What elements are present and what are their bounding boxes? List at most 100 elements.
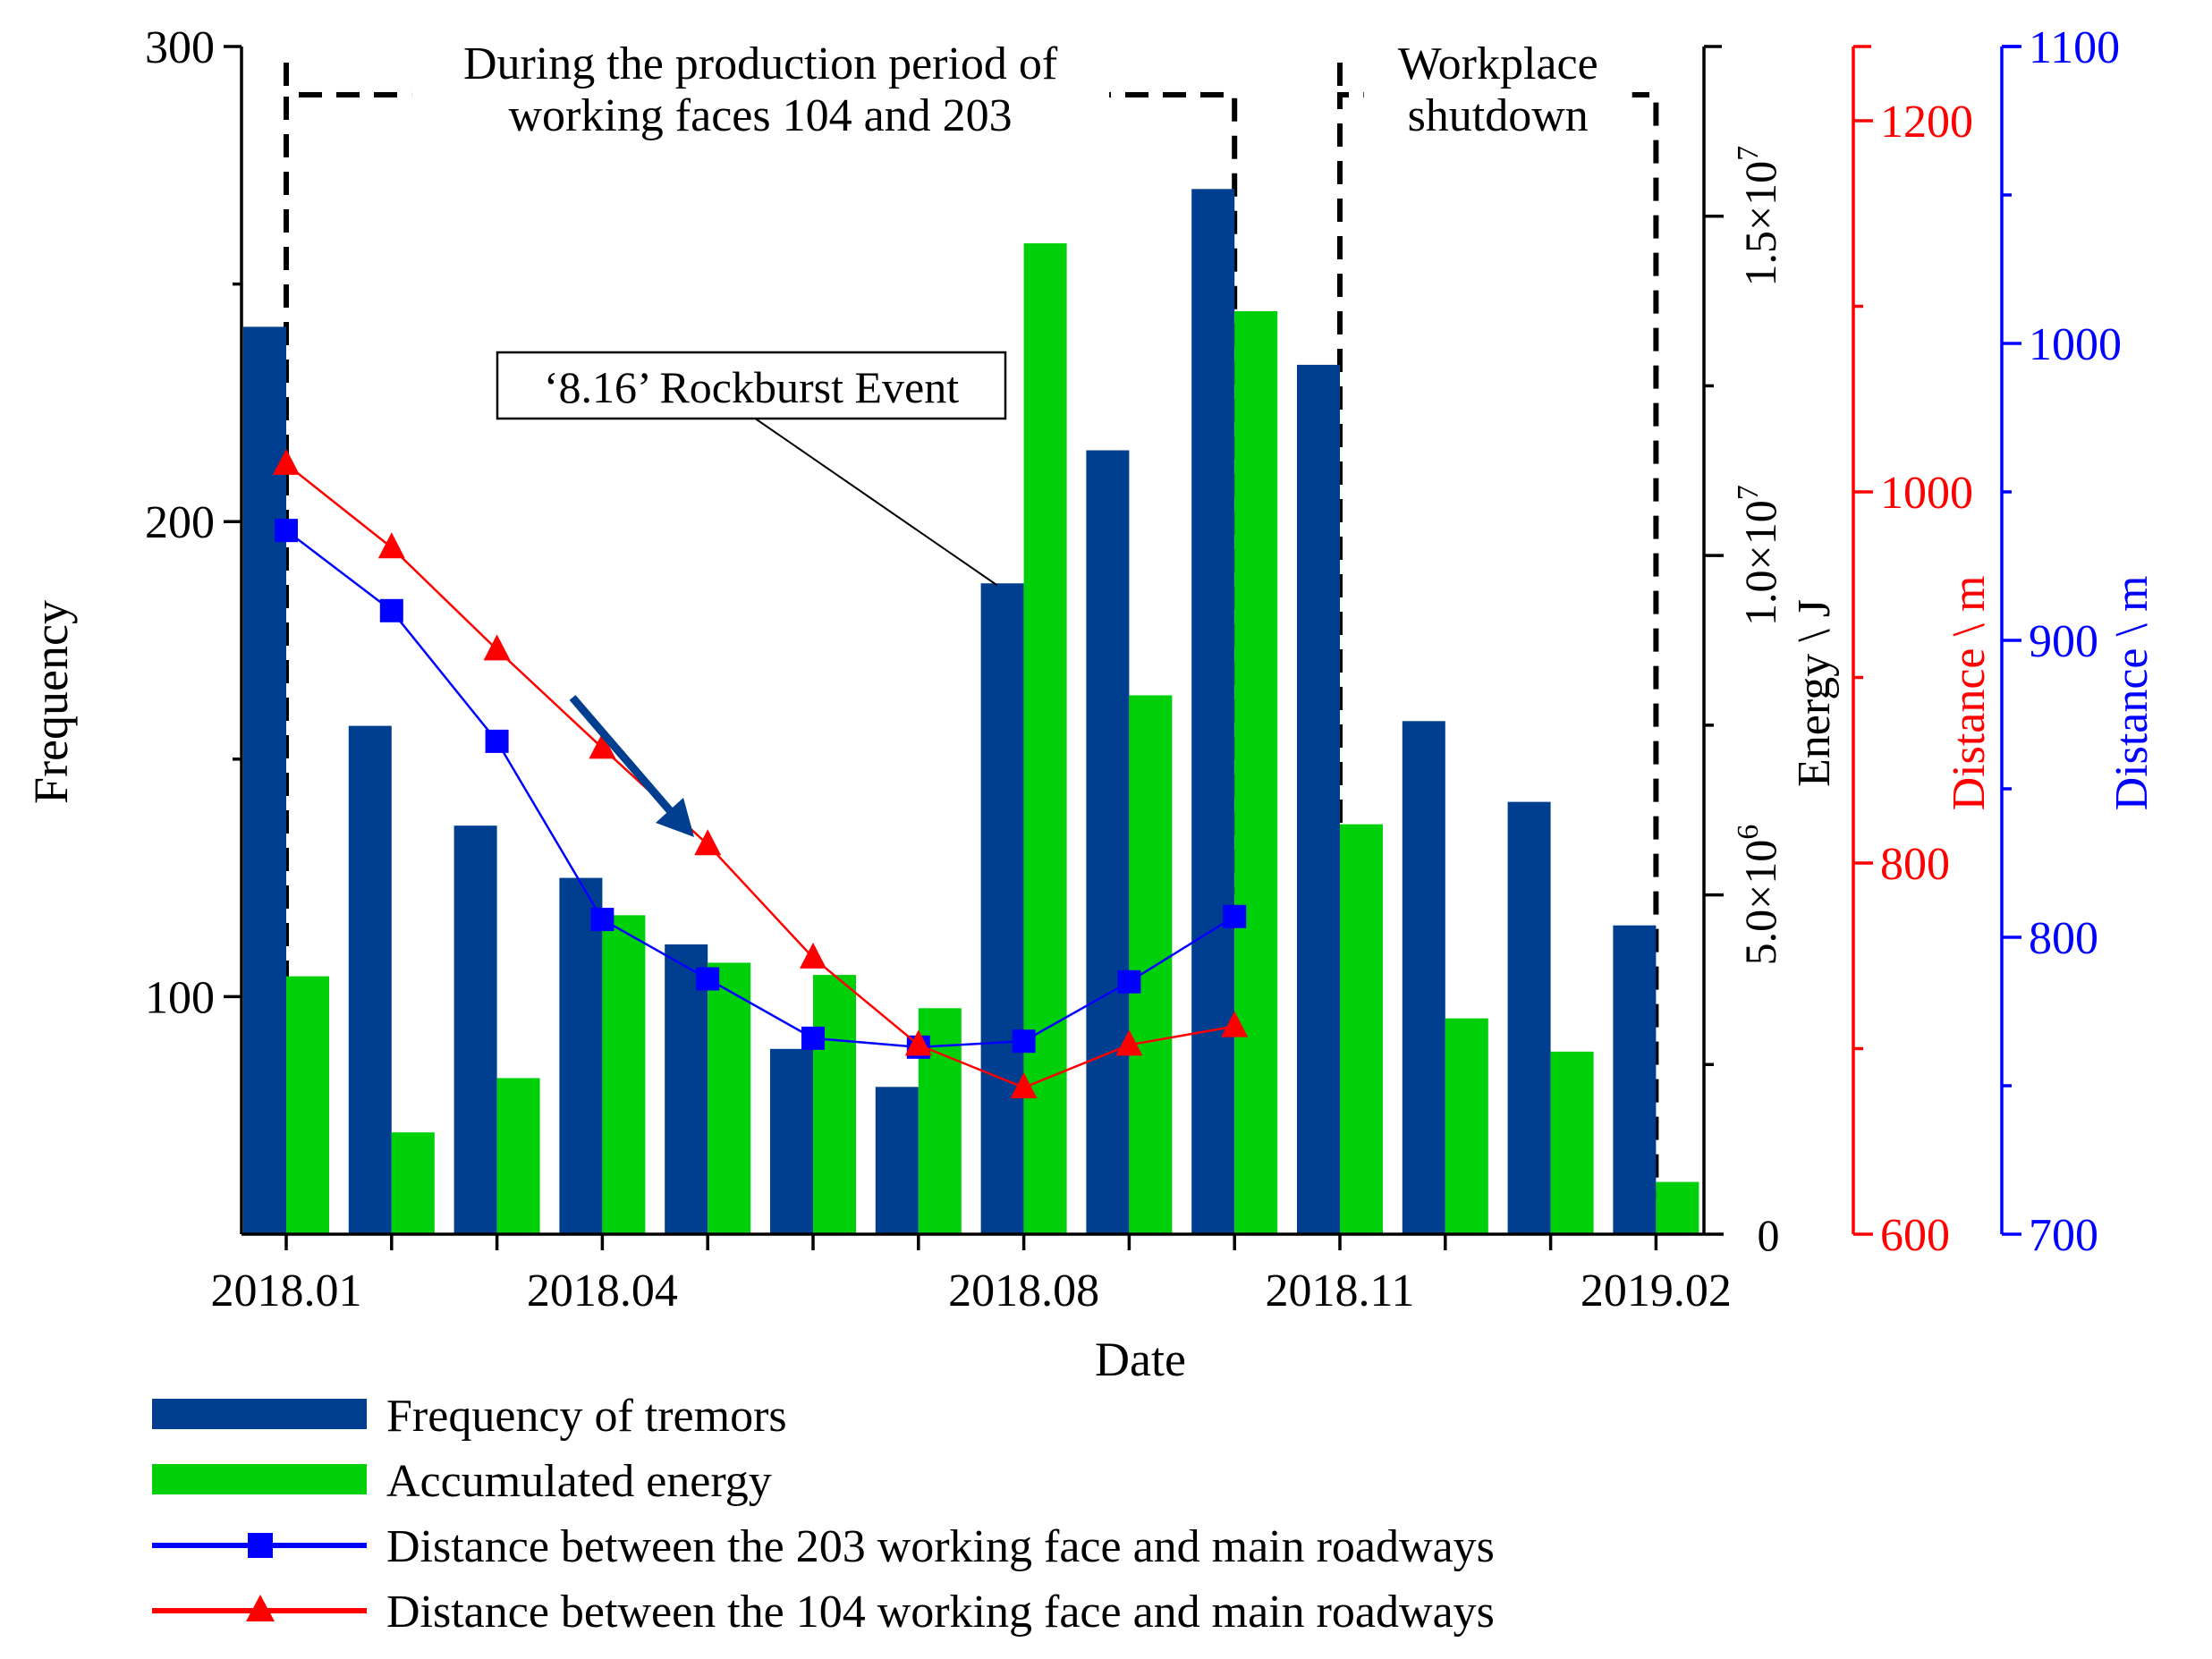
annotation-leader [750,415,998,587]
point-triangle [904,1029,932,1056]
energy-bar [813,975,856,1234]
annotation-text: ‘8.16’ Rockburst Event [544,362,959,412]
line-triangle [285,462,1235,1089]
point-square [590,908,614,932]
legend-label: Distance between the 104 working face an… [386,1587,1495,1638]
date-tick-label: 2018.08 [948,1265,1099,1316]
legend-label: Frequency of tremors [386,1391,787,1442]
legend-swatch [152,1399,367,1429]
energy-bar [708,962,751,1234]
frequency-bar [1191,189,1235,1235]
point-triangle [589,732,616,759]
point-triangle [1115,1029,1143,1056]
legend-marker [246,1595,275,1621]
period-label-bg [411,88,1110,138]
energy-bar [1550,1051,1594,1234]
distance_blue-tick-label: 1000 [2029,319,2122,370]
frequency-bar [1086,450,1130,1234]
distance_blue-axis-title: Distance \ m [2106,576,2157,811]
frequency-bar [348,725,392,1234]
energy-axis-title: Energy \ J [1789,599,1840,787]
date-tick-label: 2018.01 [211,1265,362,1316]
frequency-bar [453,825,497,1234]
frequency-bar [1613,925,1657,1234]
distance_blue-tick-label: 1100 [2029,22,2120,73]
point-square [379,598,403,622]
point-triangle [273,448,300,475]
annotation-box [496,351,1007,420]
distance_blue-tick-label: 900 [2029,616,2098,667]
frequency-tick-label: 100 [145,972,215,1023]
energy-tick-label: 0 [1758,1210,1780,1260]
distance_blue-tick-label: 800 [2029,913,2098,964]
energy-bar [1445,1018,1488,1234]
legend-swatch [152,1464,367,1494]
frequency-bar [243,326,286,1235]
frequency-bar [770,1048,813,1234]
point-triangle [1010,1072,1038,1099]
point-triangle [483,634,511,661]
date-tick-label: 2018.11 [1265,1265,1414,1316]
point-square [696,967,720,991]
energy-bar [1023,243,1067,1234]
energy-bar [1340,824,1383,1234]
period-label-production: During the production period of [463,38,1058,89]
energy-tick-label: 5.0×106 [1732,825,1785,966]
date-tick-label: 2018.04 [527,1265,678,1316]
point-square [1012,1029,1036,1054]
distance_red-tick-label: 1000 [1880,468,1973,519]
period-label-bg [1363,88,1632,138]
legend: Frequency of tremors Accumulated energy Di… [152,1391,1495,1638]
trend-arrow-shaft [569,695,676,817]
frequency-tick-label: 300 [145,22,215,73]
frequency-tick-label: 200 [145,497,215,548]
energy-bar [1129,695,1173,1234]
date-axis-title: Date [1095,1333,1186,1386]
point-triangle [1221,1011,1249,1037]
point-triangle [377,532,405,559]
frequency-bar [980,583,1024,1234]
frequency-bar [1507,801,1551,1234]
distance_red-axis-title: Distance \ m [1944,576,1995,811]
point-square [1117,969,1141,994]
point-triangle [800,942,826,969]
distance_red-tick-label: 600 [1880,1210,1950,1261]
period-box-shutdown [1337,92,1659,1198]
frequency-bar [1402,721,1445,1234]
lines [273,448,1249,1099]
legend-marker [248,1533,273,1558]
point-square [1223,904,1247,928]
point-triangle [694,829,722,856]
energy-bar [286,976,329,1234]
frequency-bar [665,944,708,1234]
legend-label: Distance between the 203 working face an… [386,1521,1495,1572]
energy-tick-label: 1.0×107 [1732,485,1785,626]
point-square [485,729,509,753]
frequency-bar [559,877,603,1234]
period-label-production: working faces 104 and 203 [508,90,1012,141]
point-square [275,519,298,543]
period-label-shutdown: shutdown [1408,90,1589,141]
frequency-bar [875,1087,919,1234]
period-label-bg [411,36,1110,86]
line-square [285,529,1235,1049]
energy-bar [496,1078,540,1234]
annotations: ‘8.16’ Rockburst Event [496,351,1007,837]
axes: 100 200 300 Frequency 2018.01 2018.04 2018.08 2… [24,22,2157,1386]
period-label-bg [1363,36,1632,86]
energy-bar [1234,310,1278,1234]
distance_blue-tick-label: 700 [2029,1210,2098,1261]
legend-label: Accumulated energy [386,1456,772,1507]
frequency-bar [1297,364,1340,1234]
energy-tick-label: 1.5×107 [1732,146,1785,287]
energy-bar [602,915,646,1234]
point-square [801,1026,825,1050]
period-label-shutdown: Workplace [1398,38,1598,89]
energy-bar [391,1132,435,1234]
frequency-axis-title: Frequency [24,600,78,804]
trend-arrow-head [656,798,694,837]
date-tick-label: 2019.02 [1581,1265,1732,1316]
distance_red-tick-label: 1200 [1880,97,1973,148]
